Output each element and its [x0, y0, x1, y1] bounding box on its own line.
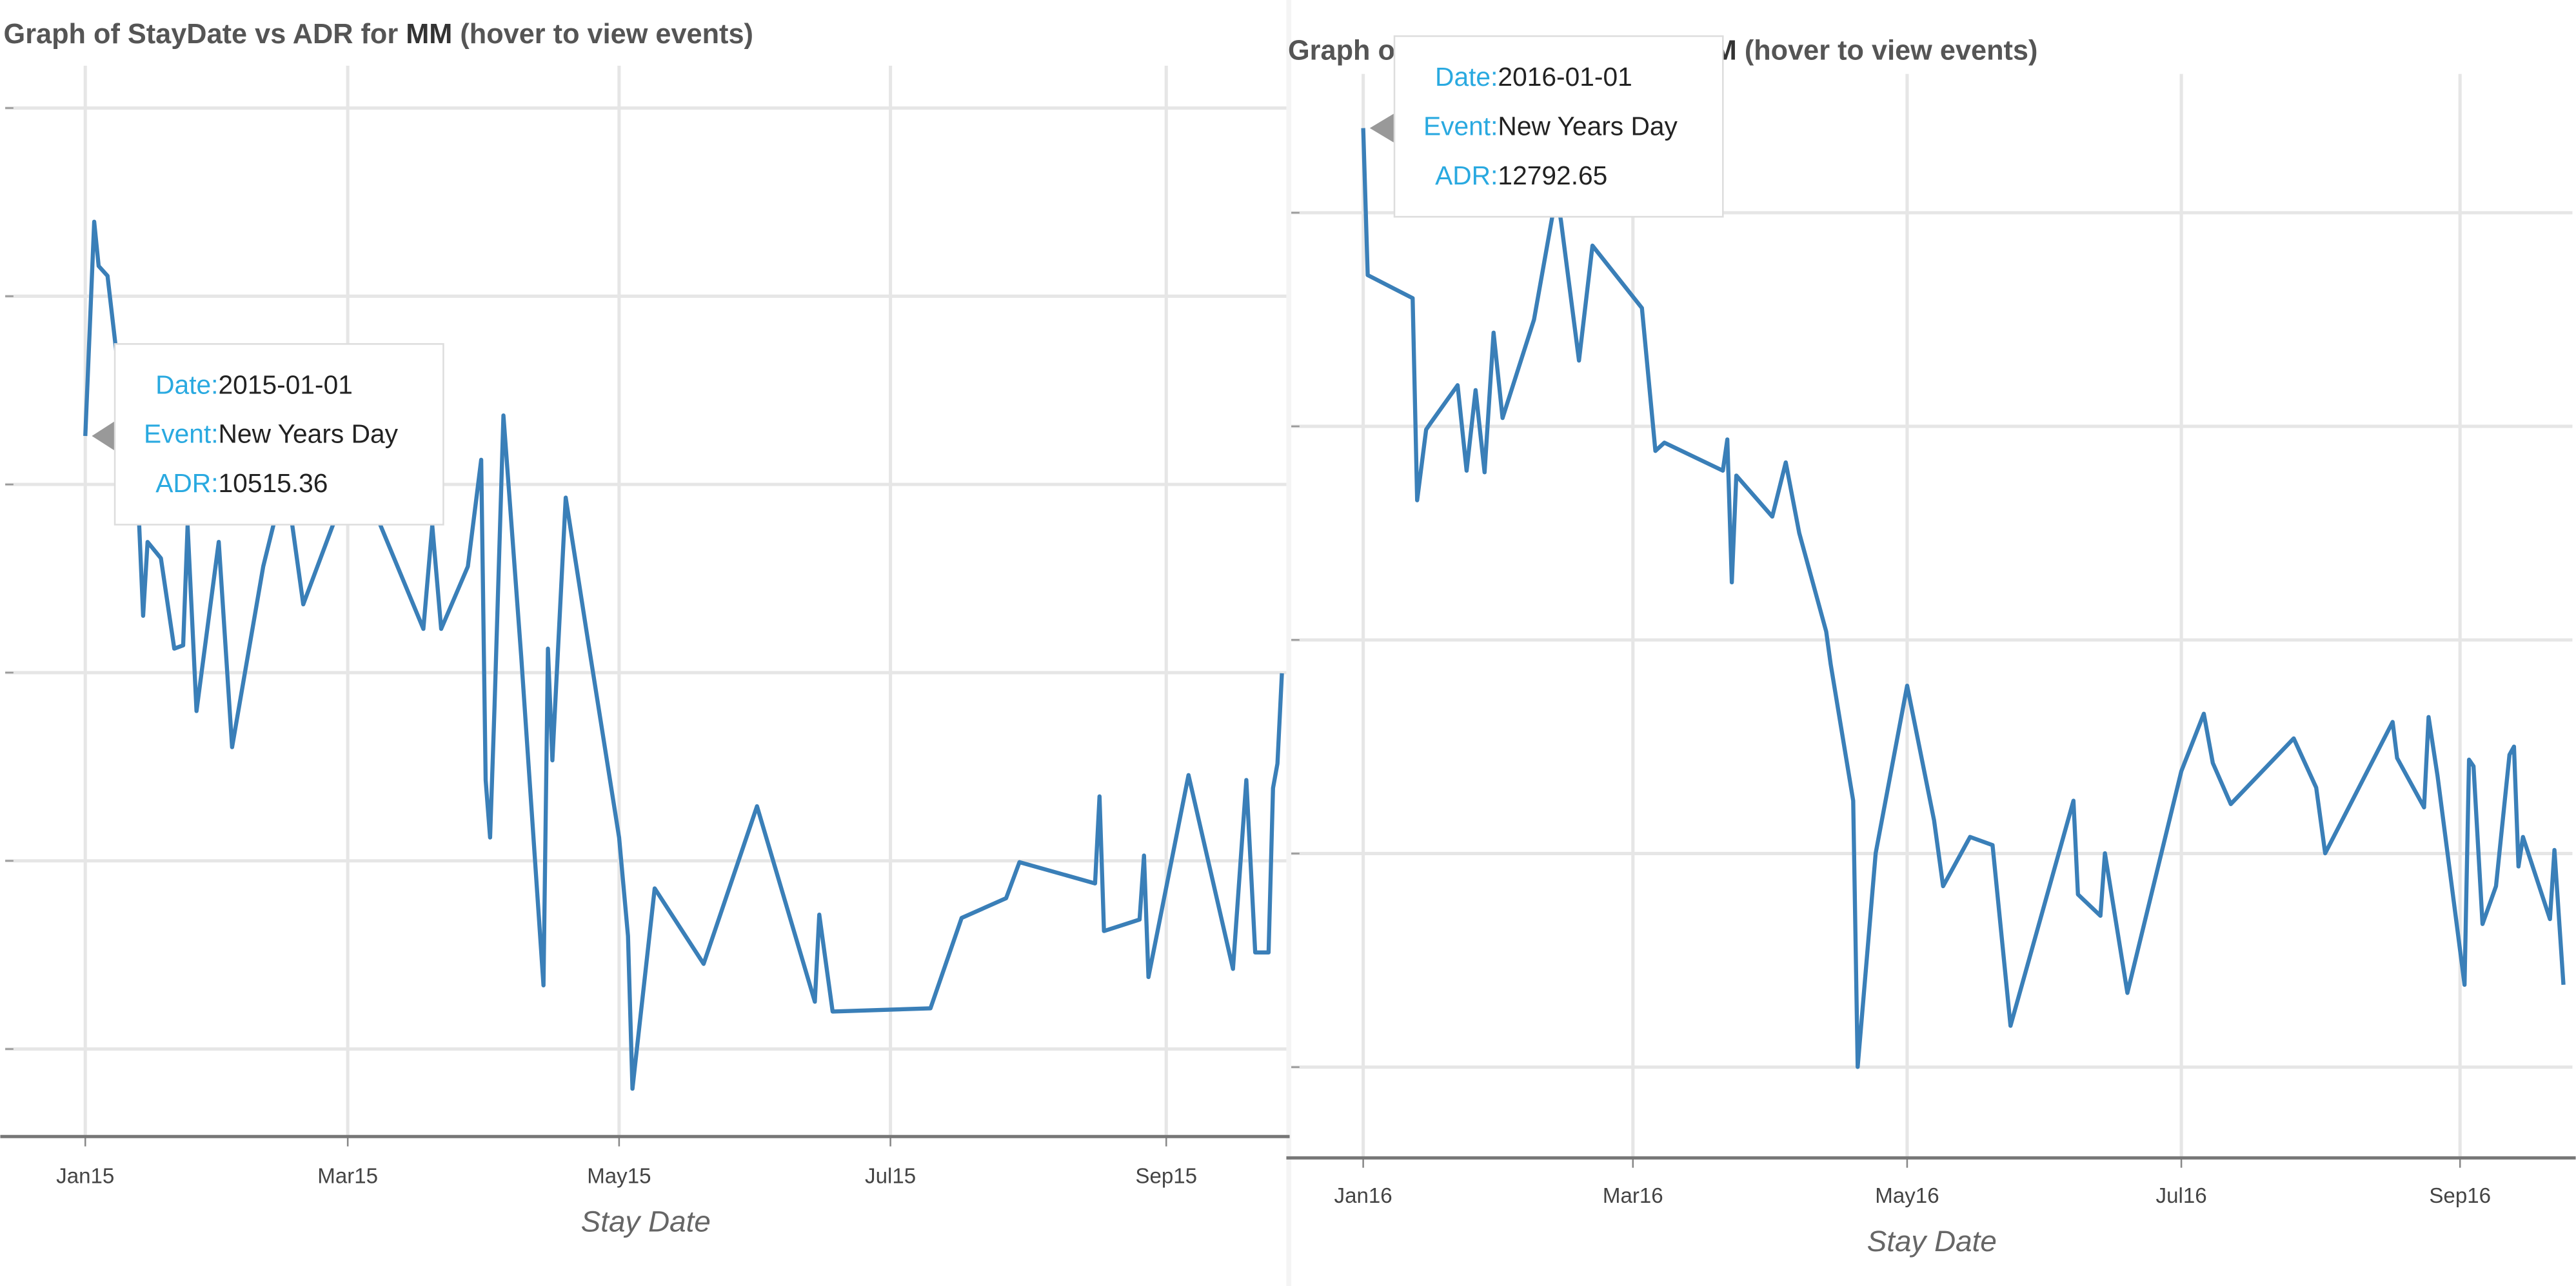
x-axis-label: Stay Date: [1867, 1225, 1997, 1258]
tooltip-label: Date:: [1435, 62, 1498, 92]
tooltip-arrow: [92, 421, 115, 451]
title-part: MM: [406, 19, 452, 50]
tooltip-value: 10515.36: [219, 468, 328, 498]
x-tick-label: Jul16: [2156, 1184, 2207, 1208]
title-part: (hover to view events): [1737, 35, 2038, 66]
x-tick-label: Sep15: [1135, 1165, 1197, 1189]
x-tick-label: Jul15: [865, 1165, 916, 1189]
divider: [1286, 0, 1292, 1286]
x-axis-label: Stay Date: [581, 1205, 711, 1238]
tooltip-value: New Years Day: [219, 419, 399, 449]
title-part: (hover to view events): [452, 19, 753, 50]
x-tick-label: Sep16: [2429, 1184, 2491, 1208]
chart: Jan15 Mar15 May15 Jul15 Sep15 Graph of StayDa…: [0, 19, 1290, 1238]
tooltip-label: Event:: [144, 419, 218, 449]
tooltip-value: New Years Day: [1498, 111, 1678, 141]
tooltip-value: 12792.65: [1498, 161, 1607, 190]
title-part: Graph of StayDate vs ADR for: [4, 19, 406, 50]
tooltip-box: [1393, 35, 1724, 218]
tooltip-label: Date:: [155, 370, 218, 399]
tooltip-value: 2016-01-01: [1498, 62, 1632, 92]
x-tick-label: May16: [1875, 1184, 1939, 1208]
x-tick-label: May15: [587, 1165, 651, 1189]
tooltip-label: ADR:: [1435, 161, 1498, 190]
line-series: [83, 219, 1284, 1091]
tooltip-label: Event:: [1423, 111, 1498, 141]
x-tick-label: Jan16: [1334, 1184, 1392, 1208]
tooltip-label: ADR:: [155, 468, 218, 498]
tooltip-arrow: [1369, 113, 1394, 143]
tooltip-box: [114, 343, 444, 526]
chart-title: Graph of StayDate vs ADR for MM (hover t…: [4, 19, 753, 50]
x-tick-label: Mar16: [1603, 1184, 1663, 1208]
tooltip-value: 2015-01-01: [219, 370, 353, 399]
x-tick-label: Mar15: [317, 1165, 378, 1189]
x-tick-label: Jan15: [56, 1165, 114, 1189]
line-series: [1361, 128, 2566, 1069]
